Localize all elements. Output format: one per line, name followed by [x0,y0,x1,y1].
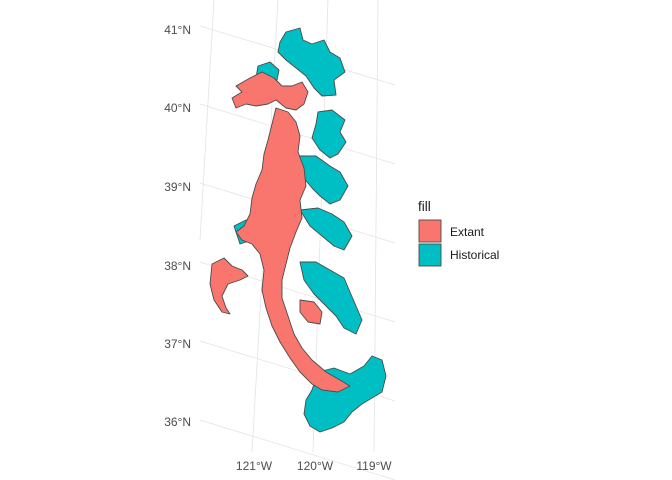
legend-title: fill [418,199,431,214]
legend-swatch-extant [418,219,442,243]
latitude-labels: 41°N 40°N 39°N 38°N 37°N 36°N [164,23,191,429]
lat-label-39n: 39°N [164,180,191,194]
parallel-36n [199,419,396,480]
extant-regions [209,71,351,393]
legend-label-historical: Historical [450,248,499,262]
meridian-left-edge [199,0,215,241]
historical-region-mid-east [299,207,353,251]
extant-region-north [231,71,309,111]
lat-label-40n: 40°N [164,101,191,115]
historical-region-central-east [297,155,349,205]
historical-region-north [277,27,346,97]
legend-label-extant: Extant [450,225,485,239]
historical-region-lower-east [299,261,363,335]
graticule [199,0,396,480]
extant-region-east-branch [299,299,323,325]
lon-label-120w: 120°W [297,459,334,473]
lat-label-38n: 38°N [164,259,191,273]
lon-label-121w: 121°W [236,459,273,473]
extant-region-west-arm [209,257,249,315]
lat-label-36n: 36°N [164,415,191,429]
legend: fill Extant Historical [418,199,499,267]
lat-label-41n: 41°N [164,23,191,37]
legend-swatch-historical [418,243,442,267]
longitude-labels: 121°W 120°W 119°W [236,459,392,473]
extant-region-main-spine [235,107,351,393]
lat-label-37n: 37°N [164,337,191,351]
historical-region-upper-east [311,109,347,159]
lon-label-119w: 119°W [356,459,392,473]
